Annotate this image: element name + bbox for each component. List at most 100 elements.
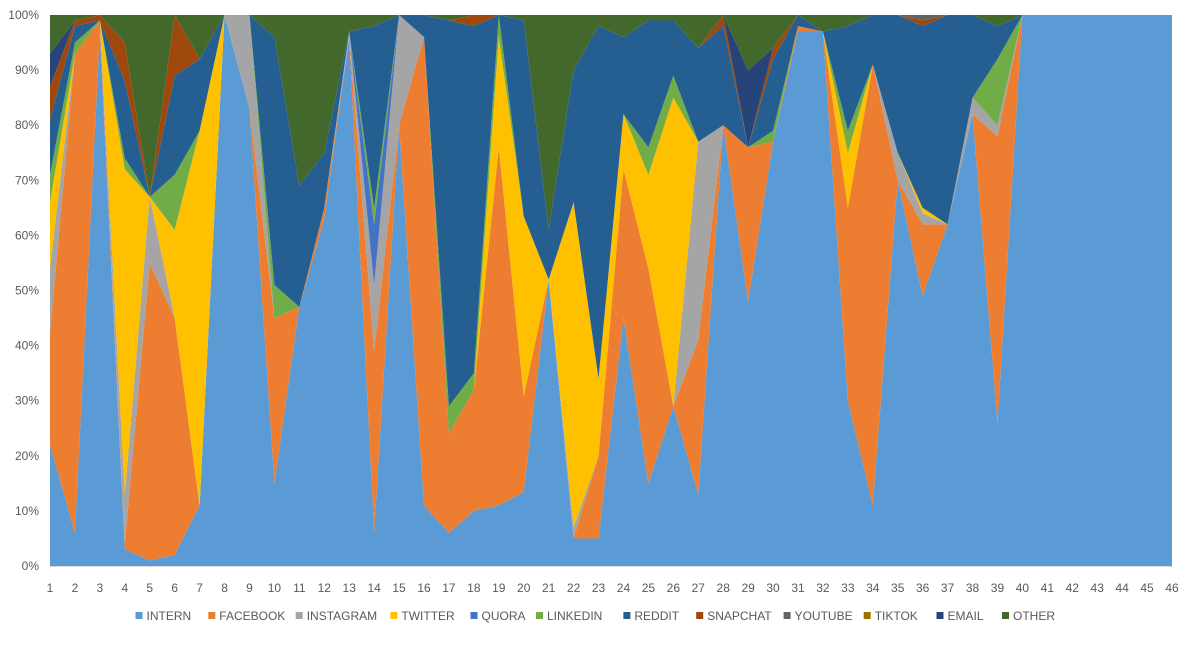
legend-item-linkedin: LINKEDIN: [536, 609, 602, 623]
x-tick-label: 28: [717, 581, 731, 595]
legend-label: EMAIL: [948, 609, 984, 623]
x-tick-label: 34: [866, 581, 880, 595]
areas-layer: [50, 15, 1172, 566]
legend-label: OTHER: [1013, 609, 1055, 623]
x-tick-label: 45: [1140, 581, 1154, 595]
x-tick-label: 26: [667, 581, 681, 595]
x-tick-label: 14: [367, 581, 381, 595]
x-tick-label: 22: [567, 581, 581, 595]
y-tick-label: 70%: [15, 173, 39, 187]
legend-item-youtube: YOUTUBE: [783, 609, 853, 623]
legend-item-reddit: REDDIT: [623, 609, 680, 623]
legend-label: QUORA: [482, 609, 526, 623]
x-tick-label: 19: [492, 581, 506, 595]
legend-label: FACEBOOK: [219, 609, 285, 623]
x-tick-label: 8: [221, 581, 228, 595]
legend-swatch: [783, 612, 791, 619]
x-tick-label: 41: [1041, 581, 1055, 595]
x-tick-label: 1: [47, 581, 54, 595]
y-tick-label: 100%: [8, 8, 39, 22]
area-twitter: [50, 15, 1172, 528]
legend-item-instagram: INSTAGRAM: [295, 609, 377, 623]
y-tick-label: 40%: [15, 339, 39, 353]
legend-label: SNAPCHAT: [707, 609, 772, 623]
legend-label: TIKTOK: [875, 609, 918, 623]
x-tick-label: 17: [442, 581, 456, 595]
y-tick-label: 50%: [15, 284, 39, 298]
legend-item-twitter: TWITTER: [390, 609, 455, 623]
y-tick-label: 90%: [15, 63, 39, 77]
x-tick-label: 4: [121, 581, 128, 595]
legend-item-other: OTHER: [1002, 609, 1055, 623]
legend-item-quora: QUORA: [470, 609, 526, 623]
y-tick-label: 20%: [15, 449, 39, 463]
x-tick-label: 35: [891, 581, 905, 595]
legend-swatch: [623, 612, 631, 619]
legend-swatch: [295, 612, 303, 619]
legend-item-email: EMAIL: [936, 609, 984, 623]
x-tick-label: 27: [692, 581, 706, 595]
legend-swatch: [390, 612, 398, 619]
area-facebook: [50, 15, 1172, 561]
x-tick-label: 12: [318, 581, 332, 595]
x-tick-label: 33: [841, 581, 855, 595]
axis-layer: 0%10%20%30%40%50%60%70%80%90%100%1 2 3 4 5 6 7…: [8, 8, 1179, 595]
x-tick-label: 18: [467, 581, 481, 595]
legend: INTERN FACEBOOK INSTAGRAM TWITTER QUORA LINKE…: [135, 609, 1055, 623]
x-tick-label: 9: [246, 581, 253, 595]
legend-item-intern: INTERN: [135, 609, 192, 623]
x-tick-label: 40: [1016, 581, 1030, 595]
legend-item-facebook: FACEBOOK: [208, 609, 285, 623]
legend-swatch: [208, 612, 216, 619]
x-tick-label: 2: [72, 581, 79, 595]
x-tick-label: 15: [392, 581, 406, 595]
x-tick-label: 11: [293, 581, 306, 595]
legend-swatch: [536, 612, 543, 619]
x-tick-label: 43: [1091, 581, 1105, 595]
x-tick-label: 42: [1066, 581, 1080, 595]
x-tick-label: 6: [171, 581, 178, 595]
x-tick-label: 30: [766, 581, 780, 595]
x-tick-label: 3: [97, 581, 104, 595]
x-tick-label: 24: [617, 581, 631, 595]
legend-label: LINKEDIN: [547, 609, 602, 623]
x-tick-label: 44: [1115, 581, 1129, 595]
legend-item-snapchat: SNAPCHAT: [696, 609, 772, 623]
legend-label: YOUTUBE: [795, 609, 853, 623]
x-tick-label: 46: [1165, 581, 1179, 595]
y-tick-label: 30%: [15, 394, 39, 408]
y-tick-label: 0%: [22, 559, 40, 573]
legend-label: TWITTER: [401, 609, 455, 623]
y-tick-label: 60%: [15, 228, 39, 242]
legend-swatch: [863, 612, 871, 619]
legend-swatch: [470, 612, 478, 619]
x-tick-label: 31: [791, 581, 805, 595]
y-tick-label: 80%: [15, 118, 39, 132]
y-tick-label: 10%: [15, 504, 39, 518]
legend-label: INSTAGRAM: [307, 609, 377, 623]
x-tick-label: 5: [146, 581, 153, 595]
area-intern: [50, 15, 1172, 566]
legend-item-tiktok: TIKTOK: [863, 609, 918, 623]
x-tick-label: 16: [417, 581, 431, 595]
x-tick-label: 21: [542, 581, 556, 595]
legend-swatch: [936, 612, 944, 619]
legend-label: REDDIT: [634, 609, 679, 623]
x-tick-label: 39: [991, 581, 1005, 595]
x-tick-label: 29: [741, 581, 755, 595]
x-tick-label: 20: [517, 581, 531, 595]
x-tick-label: 37: [941, 581, 955, 595]
x-tick-label: 25: [642, 581, 656, 595]
x-tick-label: 23: [592, 581, 606, 595]
x-tick-label: 38: [966, 581, 980, 595]
legend-swatch: [696, 612, 704, 619]
legend-swatch: [135, 612, 143, 619]
x-tick-label: 13: [343, 581, 357, 595]
area-instagram: [50, 15, 1172, 544]
area-other: [50, 15, 1172, 230]
x-tick-label: 32: [816, 581, 830, 595]
legend-label: INTERN: [147, 609, 192, 623]
legend-swatch: [1002, 612, 1009, 619]
x-tick-label: 36: [916, 581, 930, 595]
